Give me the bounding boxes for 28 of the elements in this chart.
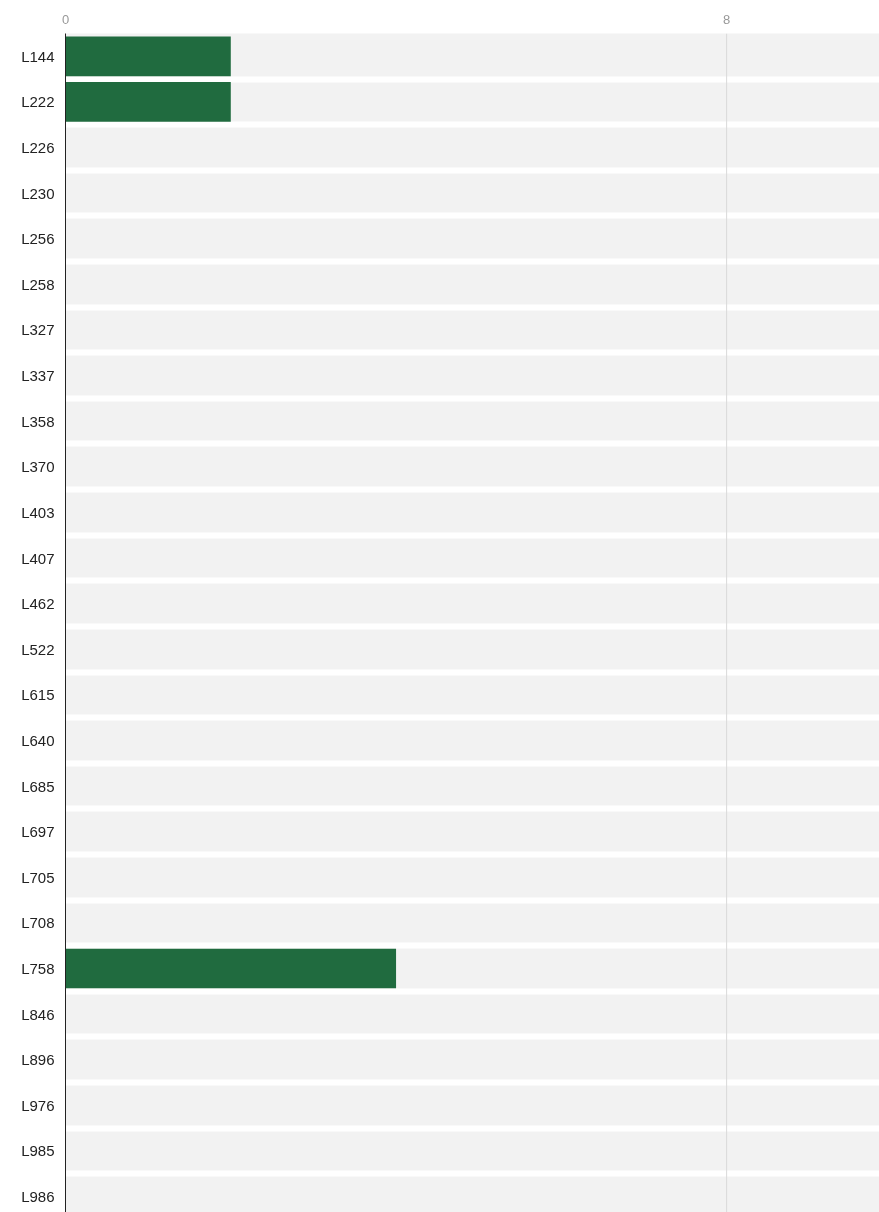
y-tick-label: L896	[21, 1051, 55, 1069]
y-tick-label: L685	[21, 777, 55, 795]
y-tick-label: L985	[21, 1142, 55, 1160]
y-tick-label: L403	[21, 503, 55, 521]
y-tick-label: L230	[21, 184, 55, 202]
x-tick-label: 8	[723, 11, 731, 27]
y-tick-label: L256	[21, 230, 55, 248]
y-tick-label: L708	[21, 914, 55, 932]
y-tick-label: L522	[21, 640, 55, 658]
y-tick-label: L976	[21, 1096, 55, 1114]
y-tick-label: L144	[21, 47, 55, 65]
y-tick-label: L258	[21, 275, 55, 293]
y-tick-label: L462	[21, 595, 55, 613]
y-tick-label: L697	[21, 823, 55, 841]
y-tick-label: L758	[21, 959, 55, 977]
x-tick-label: 0	[61, 11, 70, 27]
y-tick-label: L327	[21, 321, 55, 339]
y-tick-label: L846	[21, 1005, 55, 1023]
y-tick-label: L337	[21, 367, 55, 385]
y-tick-label: L358	[21, 412, 55, 430]
y-tick-label: L986	[21, 1188, 55, 1206]
y-tick-label: L705	[21, 868, 55, 886]
y-tick-label: L615	[21, 686, 55, 704]
y-tick-label: L370	[21, 458, 55, 476]
y-tick-label: L407	[21, 549, 55, 567]
y-tick-label: L226	[21, 139, 55, 157]
y-tick-label: L640	[21, 731, 55, 749]
y-tick-label: L222	[21, 93, 55, 111]
